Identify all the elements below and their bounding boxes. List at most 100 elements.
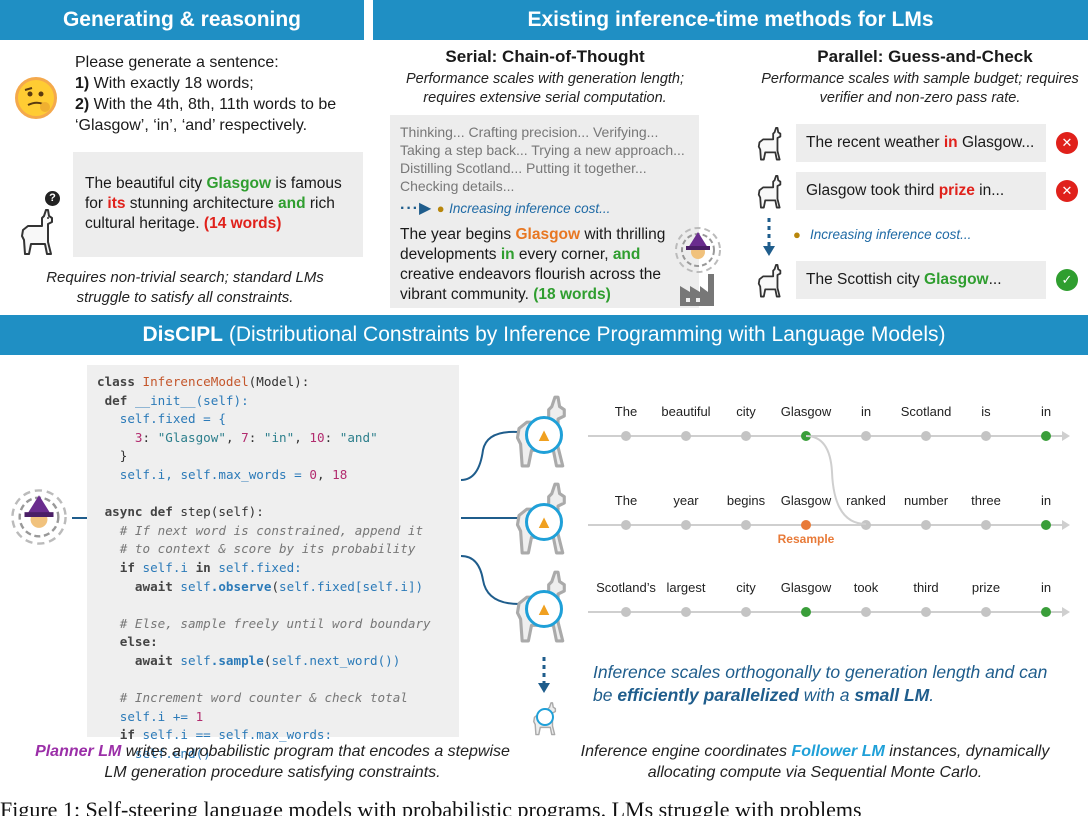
prompt-constraint-2: 2) With the 4th, 8th, 11th words to be ‘…	[75, 96, 337, 134]
particle-token: Scotland	[900, 404, 952, 419]
particle-step-dot	[861, 431, 871, 441]
particle-step-dot	[1041, 431, 1051, 441]
particle-step-dot	[921, 607, 931, 617]
banner-existing-methods: Existing inference-time methods for LMs	[373, 0, 1088, 40]
particle-step-dot	[921, 431, 931, 441]
llama-icon	[753, 125, 789, 166]
particle-token: prize	[971, 580, 1001, 595]
particle-token: in	[1040, 404, 1052, 419]
llama-icon	[14, 206, 64, 261]
particle-token: largest	[666, 580, 706, 595]
praying-hands-icon: ▲	[525, 503, 563, 541]
praying-hands-icon	[536, 708, 554, 726]
check-icon: ✓	[1056, 269, 1078, 291]
particle-token: Scotland’s	[596, 580, 656, 595]
particle-step-dot	[981, 431, 991, 441]
follower-caption: Inference engine coordinates Follower LM…	[580, 743, 1050, 781]
particle-token: Glasgow	[780, 404, 832, 419]
serial-cot-title: Serial: Chain-of-Thought	[445, 47, 645, 66]
dotted-down-arrow-icon	[762, 216, 776, 265]
llama-icon	[753, 173, 789, 214]
particle-token: third	[913, 580, 939, 595]
prompt-constraint-1: 1) With exactly 18 words;	[75, 75, 254, 92]
guess-check-title: Parallel: Guess-and-Check	[817, 47, 1033, 66]
prompt-line: Please generate a sentence:	[75, 54, 279, 71]
particle-token: Glasgow	[780, 580, 832, 595]
particle-step-dot	[861, 607, 871, 617]
money-bag-icon: ●	[793, 227, 801, 242]
particle-step-dot	[1041, 607, 1051, 617]
parallel-cost-indicator: Increasing inference cost...	[810, 227, 972, 242]
particle-token: Glasgow	[780, 493, 832, 508]
banner-generating: Generating & reasoning	[0, 0, 364, 40]
thinking-trace: Thinking... Crafting precision... Verify…	[400, 124, 685, 194]
particle-step-dot	[1041, 520, 1051, 530]
particle-step-dot	[801, 607, 811, 617]
planner-caption: Planner LM writes a probabilistic progra…	[35, 743, 510, 781]
praying-hands-icon: ▲	[525, 590, 563, 628]
discipl-banner: DisCIPL (Distributional Constraints by I…	[0, 315, 1088, 355]
particle-token: is	[981, 404, 991, 419]
particle-track	[588, 435, 1064, 437]
cot-answer: The year begins Glasgow with thrilling d…	[400, 226, 666, 303]
particle-step-dot	[981, 520, 991, 530]
generating-caption: Requires non-trivial search; standard LM…	[46, 269, 324, 306]
particle-step-dot	[981, 607, 991, 617]
particle-track	[588, 611, 1064, 613]
serial-cot-subtitle: Performance scales with generation lengt…	[405, 71, 685, 106]
particle-step-dot	[741, 607, 751, 617]
particle-step-dot	[621, 520, 631, 530]
particle-token: in	[1040, 580, 1052, 595]
guess-sample-3: The Scottish city Glasgow...	[796, 261, 1046, 299]
particle-token: begins	[726, 493, 766, 508]
program-to-followers-connectors	[460, 430, 520, 605]
cross-icon: ✕	[1056, 180, 1078, 202]
money-bag-icon: ●	[436, 201, 445, 216]
guess-check-subtitle: Performance scales with sample budget; r…	[761, 71, 1079, 106]
standard-lm-answer: The beautiful city Glasgow is famous for…	[73, 152, 363, 257]
question-mark-icon: ?	[45, 191, 60, 206]
planner-connector	[72, 517, 88, 519]
particle-step-dot	[681, 431, 691, 441]
particle-step-dot	[621, 431, 631, 441]
track-arrow-icon	[1062, 520, 1070, 530]
particle-token: The	[614, 404, 638, 419]
particle-token: in	[860, 404, 872, 419]
particle-step-dot	[681, 520, 691, 530]
track-arrow-icon	[1062, 607, 1070, 617]
witch-portal-icon	[674, 226, 722, 279]
resample-label: Resample	[777, 532, 835, 546]
particle-step-dot	[621, 607, 631, 617]
word-count-fail: (14 words)	[203, 215, 282, 232]
particle-step-dot	[801, 520, 811, 530]
dotted-arrow-icon: ···▶	[400, 200, 433, 217]
cost-indicator: ···▶ ● Increasing inference cost...	[400, 200, 611, 217]
particle-token: beautiful	[661, 404, 711, 419]
llama-icon	[753, 262, 789, 303]
particle-token: ranked	[846, 493, 886, 508]
constraint-prompt: Please generate a sentence: 1) With exac…	[75, 52, 365, 136]
particle-step-dot	[681, 607, 691, 617]
cot-box: Thinking... Crafting precision... Verify…	[390, 115, 699, 308]
thinking-face-icon	[15, 77, 57, 119]
particle-token: three	[971, 493, 1001, 508]
guess-sample-1: The recent weather in Glasgow...	[796, 124, 1046, 162]
inference-program-code: class InferenceModel(Model): def __init_…	[87, 365, 459, 761]
guess-sample-2: Glasgow took third prize in...	[796, 172, 1046, 210]
particle-step-dot	[741, 520, 751, 530]
figure-caption: Figure 1: Self-steering language models …	[0, 797, 862, 816]
particle-token: in	[1040, 493, 1052, 508]
track-arrow-icon	[1062, 431, 1070, 441]
particle-token: year	[673, 493, 699, 508]
particle-track	[588, 524, 1064, 526]
witch-portal-icon	[10, 488, 68, 551]
particle-step-dot	[921, 520, 931, 530]
particle-token: city	[736, 404, 756, 419]
praying-hands-icon: ▲	[525, 416, 563, 454]
resample-branch-connector	[805, 435, 867, 525]
dotted-down-arrow-icon	[537, 655, 551, 702]
word-count-pass: (18 words)	[533, 286, 611, 303]
particle-step-dot	[741, 431, 751, 441]
particle-token: The	[614, 493, 638, 508]
particle-token: took	[853, 580, 879, 595]
